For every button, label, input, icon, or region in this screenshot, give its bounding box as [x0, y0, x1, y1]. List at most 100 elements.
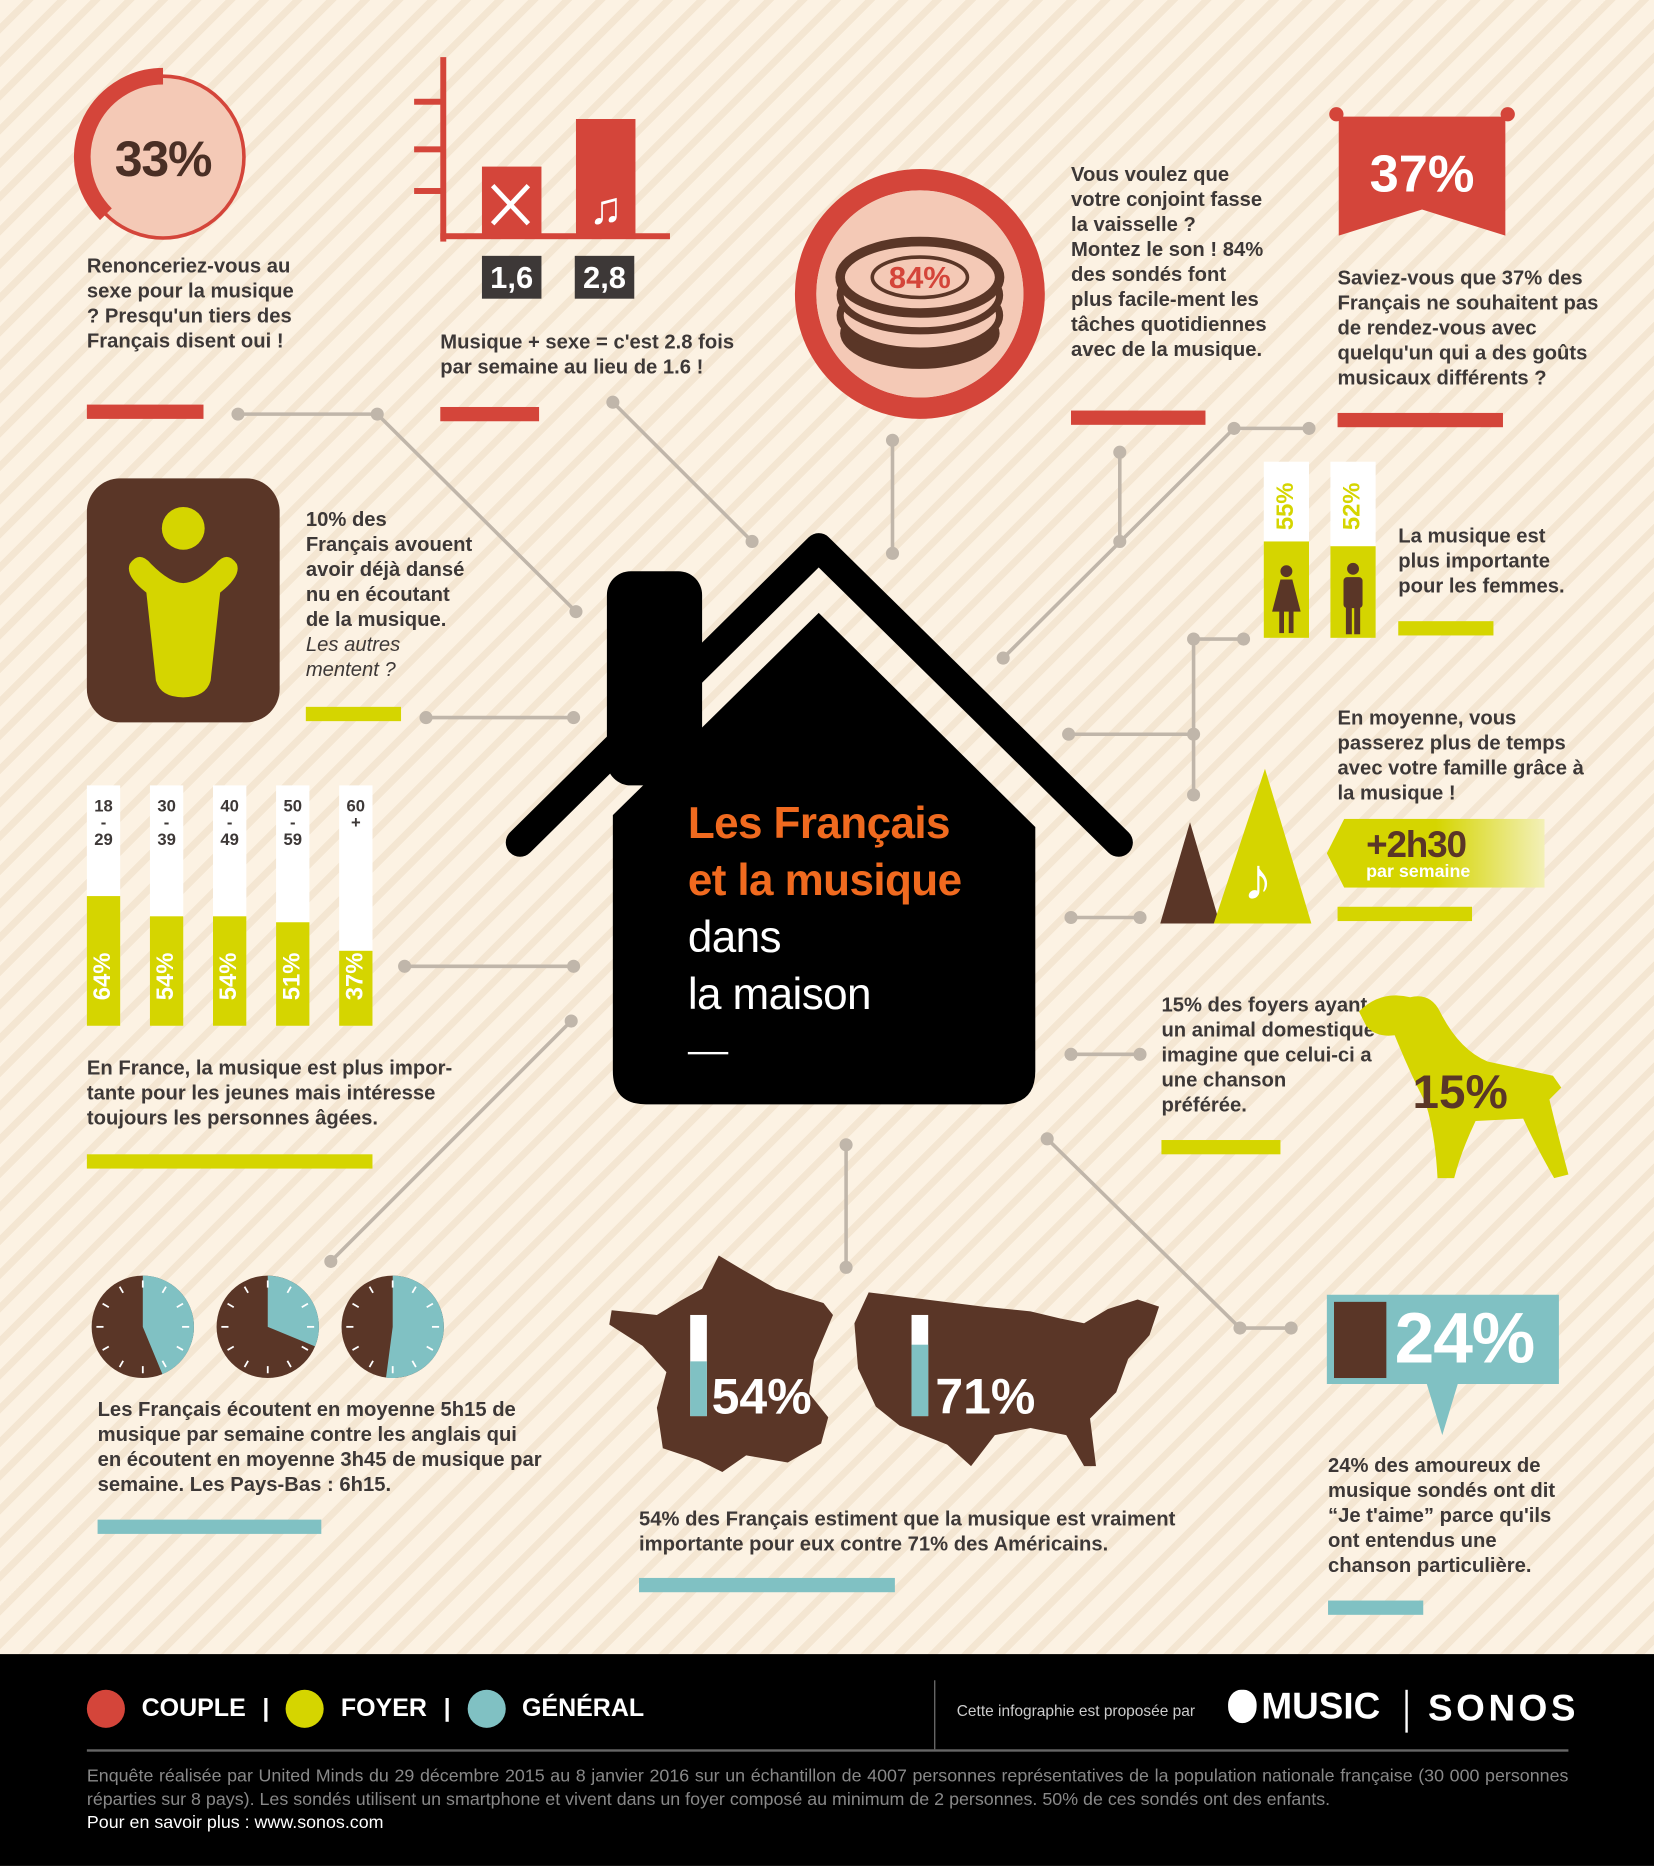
men-bar: 52%	[1330, 461, 1376, 638]
age-label: 60 +	[346, 796, 366, 832]
danse-main: 10% des Français avouent avoir déjà dans…	[305, 508, 473, 631]
amour-text: 24% des amoureux de musique sondés ont d…	[1328, 1454, 1556, 1577]
age-fill	[276, 922, 310, 1026]
footer: COUPLE | FOYER | GÉNÉRAL Cette infograph…	[0, 1654, 1654, 1866]
couple-bar	[86, 404, 204, 419]
trees-note-icon: ♪	[1160, 768, 1312, 924]
france-map-icon	[609, 1255, 834, 1473]
apple-music-logo: MUSIC	[1228, 1685, 1380, 1728]
famille-value: +2h30	[1366, 823, 1467, 866]
ages-text: En France, la musique est plus impor-tan…	[86, 1056, 453, 1130]
rdv-pct: 37%	[1369, 145, 1475, 204]
legend-dot-foyer	[286, 1689, 325, 1728]
general-bar	[1328, 1600, 1424, 1615]
banner-icon	[1329, 107, 1515, 236]
general-bar	[639, 1577, 895, 1593]
man-icon	[1343, 562, 1363, 635]
dancer-tile	[86, 478, 280, 723]
age-bar: 60 + 37%	[339, 785, 373, 1026]
title-line2: et la musique	[687, 855, 962, 905]
footer-divider-h	[86, 1749, 1569, 1752]
house-icon	[505, 533, 1133, 1105]
couple-bar	[1337, 412, 1503, 428]
sexe-pct: 33%	[114, 130, 213, 187]
age-pct: 54%	[152, 952, 180, 1001]
clock-icon	[216, 1275, 319, 1379]
france-pct: 54%	[711, 1368, 812, 1425]
legend-dot-general	[467, 1689, 506, 1728]
age-bar: 40 - 49 54%	[213, 785, 247, 1026]
legend-sep: |	[262, 1694, 270, 1722]
connector-lines	[231, 395, 1316, 1335]
foyer-bar	[1398, 621, 1494, 636]
france-fill	[690, 1361, 707, 1417]
page-title: Les Français et la musique dans la maiso…	[687, 795, 962, 1055]
bars-chart-icon: ♫	[414, 57, 670, 242]
pays-text: 54% des Français estiment que la musique…	[639, 1507, 1176, 1556]
plates-donut-icon	[794, 168, 1045, 419]
donut-33-icon	[74, 67, 246, 240]
legend-dot-couple	[86, 1689, 125, 1728]
ecoute-text: Les Français écoutent en moyenne 5h15 de…	[97, 1398, 542, 1496]
footer-divider-v	[934, 1680, 936, 1750]
svg-text:♪: ♪	[1243, 846, 1273, 913]
age-label: 40 - 49	[220, 796, 239, 849]
count-without-music: 1,6	[481, 255, 542, 299]
usa-fill	[911, 1344, 929, 1417]
clock-icon	[91, 1275, 194, 1379]
foyer-bar	[86, 1154, 373, 1169]
vaisselle-text: Vous voulez que votre conjoint fasse la …	[1071, 163, 1267, 361]
age-pct: 64%	[89, 952, 117, 1001]
usa-pct: 71%	[935, 1368, 1036, 1425]
title-line1: Les Français	[687, 798, 951, 848]
legend-sep: |	[443, 1694, 451, 1722]
women-pct: 55%	[1272, 482, 1299, 531]
men-pct: 52%	[1339, 482, 1366, 531]
count-with-music: 2,8	[574, 255, 635, 299]
logo-divider	[1405, 1689, 1408, 1733]
famille-tag: +2h30 par semaine	[1326, 818, 1545, 888]
bars-text: Musique + sexe = c'est 2.8 fois par sema…	[440, 330, 735, 379]
famille-text: En moyenne, vous passerez plus de temps …	[1337, 706, 1584, 805]
amour-pct: 24%	[1394, 1298, 1536, 1379]
couple-bar	[1071, 410, 1206, 425]
genre-text: La musique est plus importante pour les …	[1398, 524, 1565, 598]
usa-bar	[911, 1314, 929, 1417]
women-bar: 55%	[1263, 461, 1310, 638]
france-bar	[690, 1314, 707, 1417]
credit-text: Cette infographie est proposée par	[956, 1701, 1195, 1720]
age-bar: 30 - 39 54%	[149, 785, 184, 1026]
svg-text:♫: ♫	[589, 183, 623, 234]
clocks	[91, 1275, 444, 1379]
speech-bubble-icon	[1326, 1294, 1559, 1436]
age-fill	[86, 896, 121, 1026]
legend-general: GÉNÉRAL	[521, 1694, 645, 1722]
foyer-bar	[1161, 1140, 1281, 1155]
age-pct: 51%	[279, 952, 306, 1001]
sexe-text: Renonceriez-vous au sexe pour la musique…	[86, 254, 294, 353]
legend-couple: COUPLE	[141, 1694, 246, 1722]
couple-bar	[440, 406, 540, 422]
usa-map-icon	[854, 1292, 1160, 1467]
age-fill	[213, 916, 247, 1026]
more-link[interactable]: Pour en savoir plus : www.sonos.com	[86, 1812, 384, 1833]
danse-text: 10% des Français avouent avoir déjà dans…	[306, 507, 473, 682]
animal-text: 15% des foyers ayant un animal domestiqu…	[1161, 993, 1376, 1117]
age-label: 30 - 39	[157, 796, 176, 849]
clock-icon	[341, 1275, 444, 1379]
famille-unit: par semaine	[1366, 861, 1471, 882]
age-bar: 18 - 29 64%	[86, 785, 121, 1026]
woman-icon	[1272, 565, 1301, 634]
age-label: 18 - 29	[94, 796, 113, 849]
foyer-bar	[1337, 906, 1473, 922]
legend: COUPLE | FOYER | GÉNÉRAL	[86, 1689, 645, 1728]
age-pct: 37%	[342, 952, 369, 1001]
age-bar: 50 - 59 51%	[276, 785, 310, 1026]
foyer-bar	[305, 706, 402, 722]
title-dash	[687, 1051, 729, 1055]
title-line3: dans	[687, 912, 782, 962]
sonos-logo: SONOS	[1428, 1687, 1580, 1730]
age-label: 50 - 59	[283, 796, 302, 849]
dog-icon	[1358, 995, 1569, 1179]
